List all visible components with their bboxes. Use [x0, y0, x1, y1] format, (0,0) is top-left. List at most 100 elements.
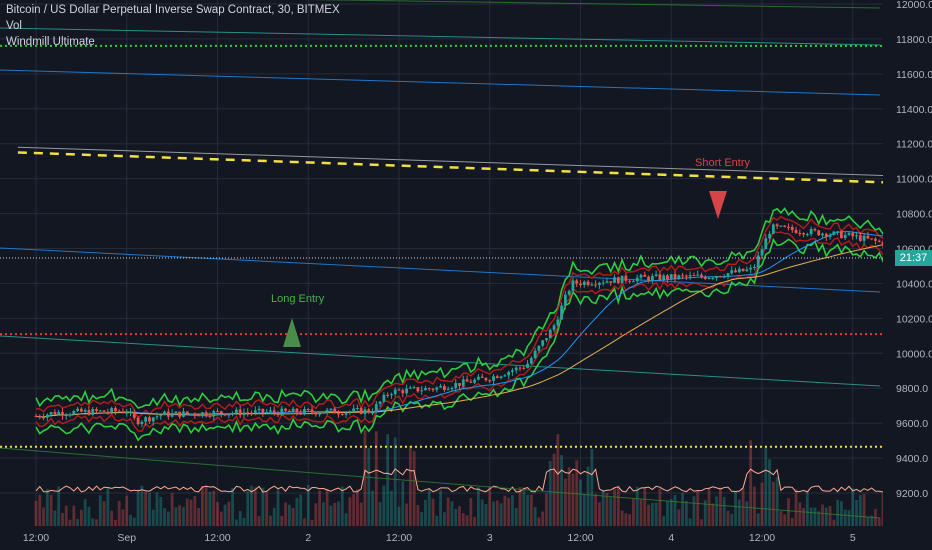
volume-bar — [526, 494, 529, 526]
volume-bar — [503, 495, 507, 526]
candle-body — [749, 267, 753, 270]
volume-indicator-label[interactable]: Vol — [6, 20, 22, 32]
volume-bar — [556, 434, 560, 526]
candle-body — [692, 275, 696, 277]
candle-body — [798, 233, 802, 235]
price-tick-label: 10400.0 — [896, 278, 932, 290]
candle-body — [397, 389, 401, 391]
candle-body — [155, 416, 159, 418]
candle-body — [794, 230, 798, 234]
volume-bar — [197, 508, 200, 526]
candle-body — [669, 274, 673, 280]
long-entry-label: Long Entry — [271, 293, 325, 305]
windmill-indicator-label[interactable]: Windmill Ultimate — [6, 36, 95, 48]
candle-body — [38, 416, 42, 418]
candle-body — [340, 413, 344, 415]
volume-bar — [594, 494, 598, 526]
moving-average-slow — [35, 238, 932, 418]
candle-body — [473, 379, 477, 383]
volume-bar — [458, 506, 461, 526]
candle-body — [503, 375, 507, 377]
volume-bar — [563, 478, 567, 526]
volume-bar — [450, 501, 454, 526]
candle-body — [666, 275, 669, 280]
candle-body — [166, 411, 170, 417]
volume-bar — [427, 488, 431, 526]
volume-bar — [140, 485, 144, 526]
candle-body — [643, 274, 647, 277]
volume-bar — [783, 514, 787, 526]
candle-body — [753, 266, 756, 268]
volume-bar — [125, 495, 129, 526]
volume-bar — [711, 503, 715, 526]
volume-bar — [265, 492, 269, 526]
candle-body — [484, 377, 488, 381]
volume-bar — [420, 512, 424, 526]
candle-body — [250, 412, 253, 414]
volume-bar — [571, 473, 575, 526]
candle-body — [465, 379, 469, 382]
candle-body — [790, 226, 794, 231]
volume-bar — [280, 515, 284, 526]
volume-bar — [246, 491, 250, 526]
candle-body — [594, 284, 598, 286]
trendline — [0, 69, 881, 96]
candle-body — [269, 410, 272, 412]
candle-body — [219, 411, 223, 414]
volume-bar — [155, 492, 159, 526]
candle-body — [526, 363, 529, 368]
volume-bar — [178, 505, 182, 526]
chart-grid — [0, 0, 883, 526]
candle-body — [586, 281, 590, 285]
symbol-title[interactable]: Bitcoin / US Dollar Perpetual Inverse Sw… — [6, 4, 340, 16]
candle-body — [64, 415, 68, 417]
candle-body — [598, 282, 601, 285]
trendline — [17, 146, 932, 178]
candle-body — [405, 388, 408, 394]
volume-bar — [208, 491, 212, 526]
candle-body — [284, 408, 287, 411]
candle-body — [110, 408, 114, 412]
volume-bar — [321, 502, 325, 526]
volume-bar — [318, 490, 321, 526]
candle-body — [223, 413, 227, 416]
volume-bar — [132, 517, 136, 526]
volume-bar — [635, 486, 639, 526]
candle-body — [193, 413, 197, 416]
candle-body — [805, 234, 809, 236]
candle-body — [601, 282, 605, 284]
volume-bar — [367, 447, 371, 526]
volume-bar — [129, 514, 132, 526]
volume-bar — [424, 499, 427, 526]
volume-bar — [507, 497, 511, 526]
candle-body — [295, 408, 299, 413]
price-axis[interactable] — [883, 0, 932, 550]
volume-bar — [348, 497, 352, 526]
time-axis[interactable] — [0, 526, 932, 550]
time-tick-label: 4 — [668, 532, 674, 544]
candle-body — [507, 371, 511, 376]
candle-body — [563, 294, 567, 306]
candle-body — [34, 416, 38, 418]
volume-bar — [371, 490, 374, 526]
candle-body — [700, 274, 703, 277]
candle-body — [280, 408, 284, 416]
volume-bar — [461, 513, 465, 526]
candle-body — [843, 234, 847, 239]
trendlines — [0, 0, 932, 519]
candle-body — [684, 275, 688, 277]
volume-bar — [768, 459, 771, 526]
candle-body — [605, 281, 609, 283]
candle-body — [537, 345, 541, 351]
volume-bar — [314, 503, 318, 526]
volume-bar — [337, 501, 340, 526]
candlesticks — [34, 223, 932, 428]
volume-bar — [261, 487, 265, 526]
volume-bar — [529, 494, 533, 526]
candle-body — [511, 370, 514, 372]
candle-body — [488, 380, 492, 382]
candle-body — [261, 408, 265, 413]
candle-body — [855, 235, 858, 237]
candle-body — [348, 411, 352, 413]
